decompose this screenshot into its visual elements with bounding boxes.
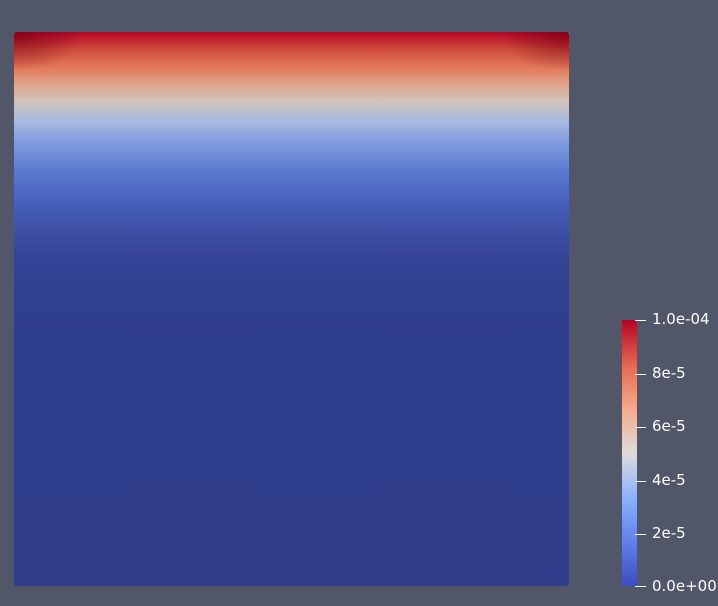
field-corner-right-highlight xyxy=(499,32,569,72)
color-legend-bar[interactable] xyxy=(622,320,637,586)
colorbar-tick-label: 4e-5 xyxy=(652,471,686,489)
colorbar-tick-mark xyxy=(635,427,646,428)
colorbar-tick-mark xyxy=(635,586,646,587)
colorbar-tick-mark xyxy=(635,534,646,535)
field-plot-surface[interactable] xyxy=(14,32,569,586)
field-corner-left-highlight xyxy=(14,32,84,72)
colorbar-tick-label: 6e-5 xyxy=(652,417,686,435)
colorbar-tick-label: 1.0e-04 xyxy=(652,310,710,328)
colorbar-tick-label: 0.0e+00 xyxy=(652,577,717,595)
colorbar-tick-label: 8e-5 xyxy=(652,364,686,382)
colorbar-title xyxy=(710,453,718,493)
colorbar-tick-mark xyxy=(635,481,646,482)
colorbar-tick-mark xyxy=(635,320,646,321)
colorbar-tick-label: 2e-5 xyxy=(652,524,686,542)
colorbar-tick-mark xyxy=(635,374,646,375)
